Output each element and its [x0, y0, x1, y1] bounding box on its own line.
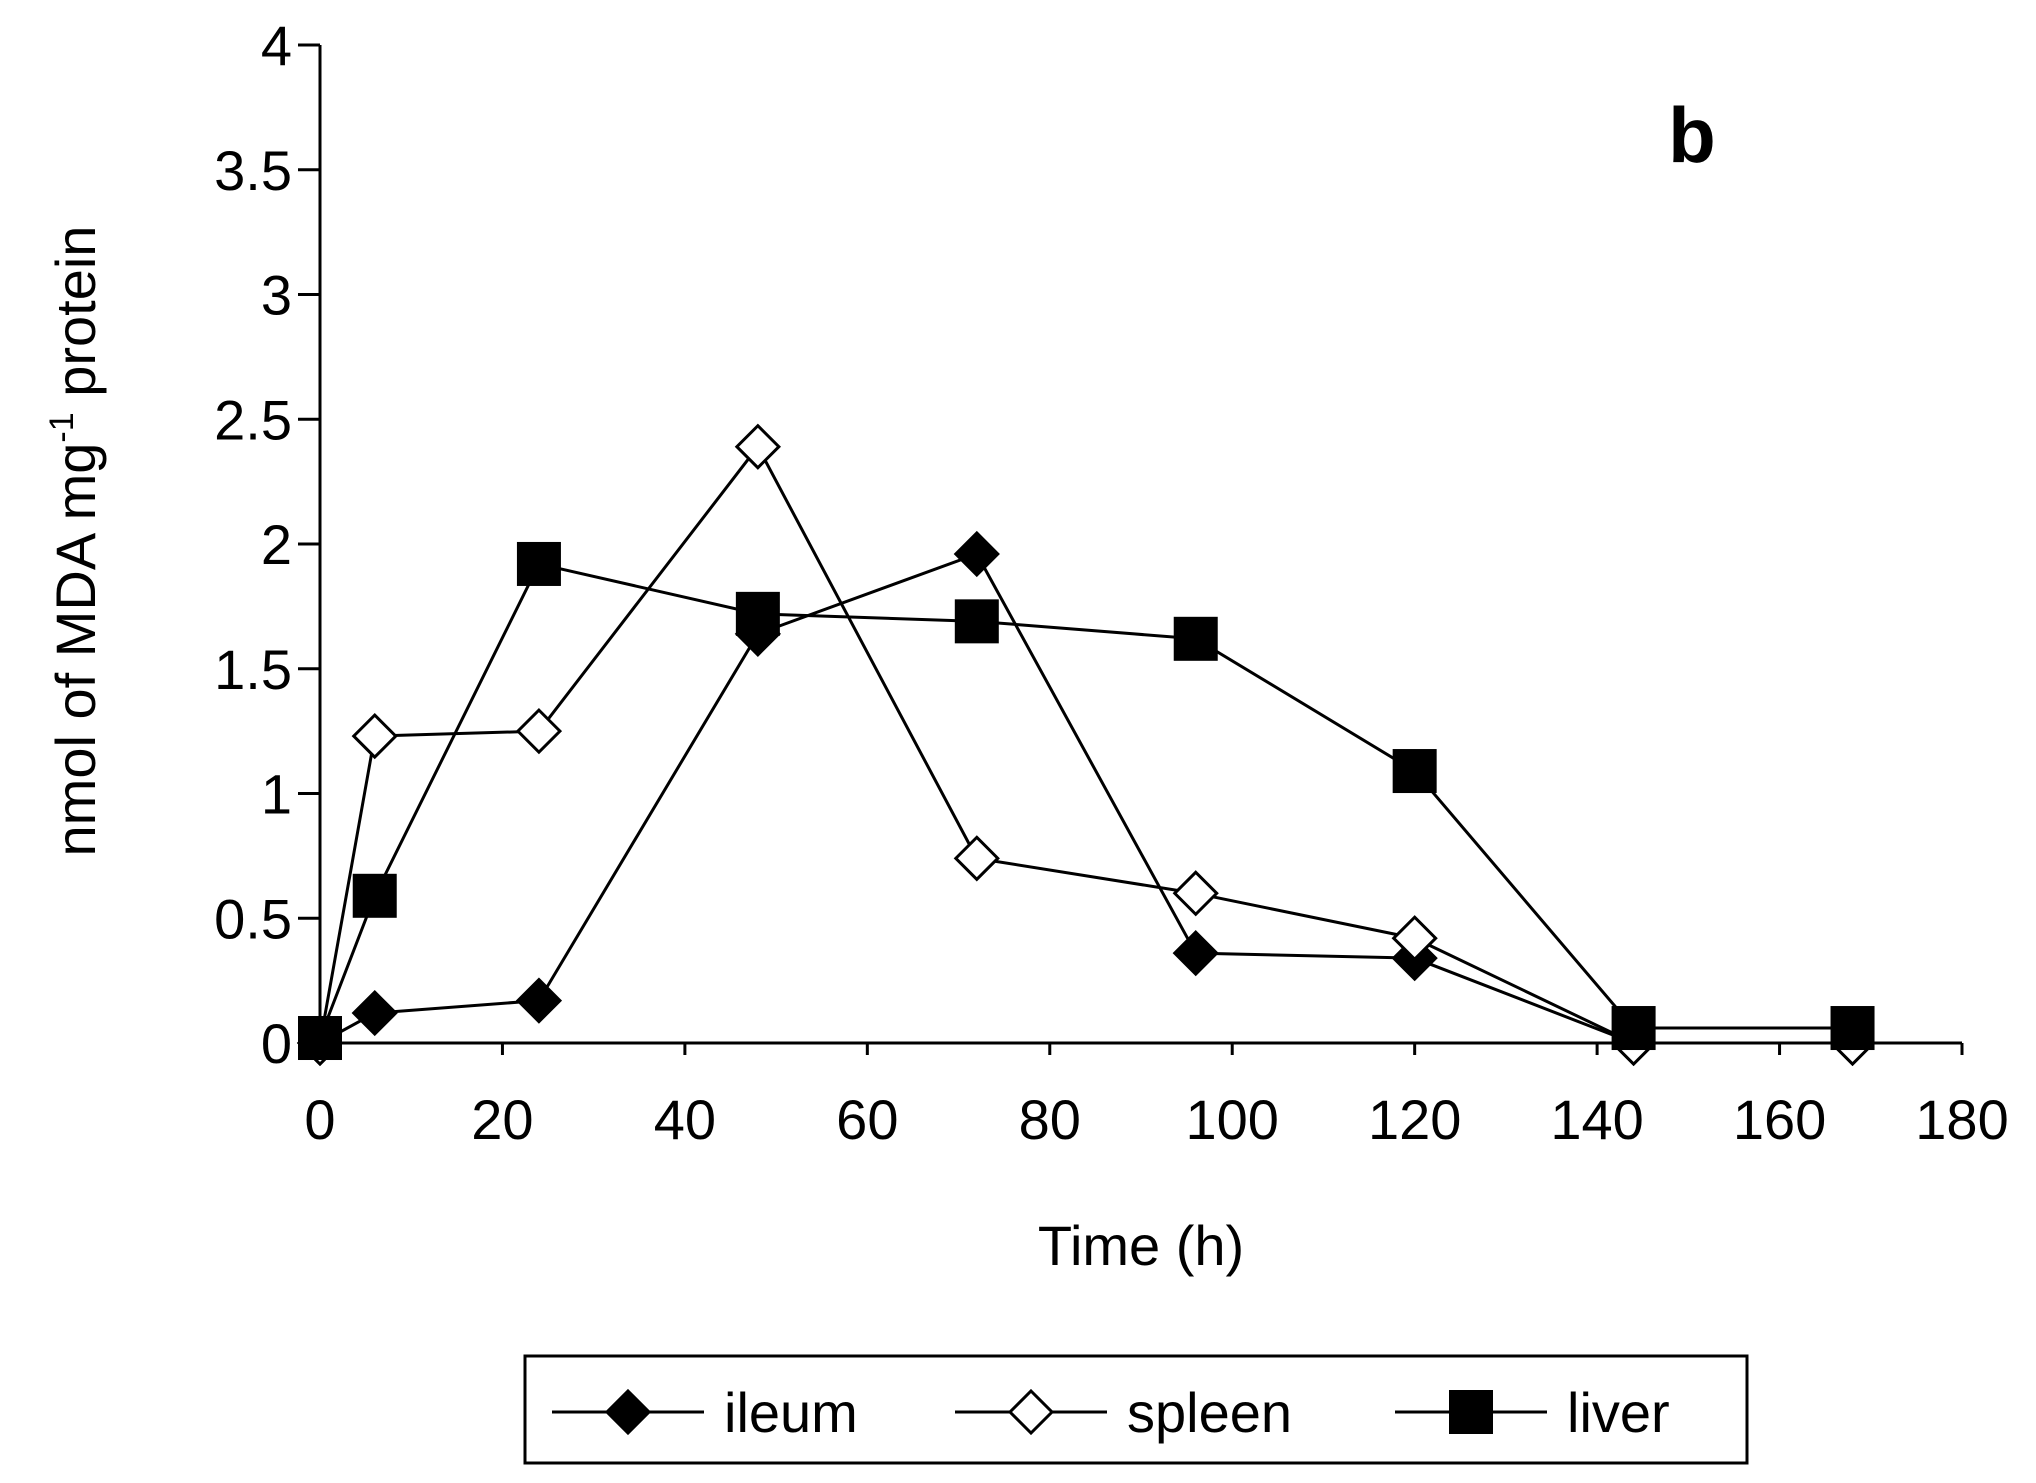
y-tick-label: 2 [261, 513, 292, 576]
x-tick-label: 80 [1019, 1088, 1081, 1151]
y-tick-label: 4 [261, 14, 292, 77]
legend-marker-ileum [604, 1388, 652, 1436]
data-point-ileum [953, 530, 1000, 578]
y-axis-title: nmol of MDA mg-1 protein [43, 226, 107, 857]
data-point-spleen [515, 708, 563, 755]
legend: ileum spleen liver [523, 1354, 1749, 1465]
legend-label-spleen: spleen [1127, 1381, 1292, 1444]
series-layer [296, 423, 1876, 1067]
data-point-spleen [351, 712, 398, 760]
series-line-spleen [318, 443, 1853, 1045]
data-point-liver [516, 541, 561, 586]
legend-marker-liver [1449, 1390, 1493, 1434]
series-ileum [296, 530, 1876, 1067]
x-tick-label: 40 [654, 1088, 716, 1151]
y-tick-label: 1 [261, 763, 292, 826]
x-tick-label: 120 [1368, 1088, 1461, 1151]
data-point-liver [954, 599, 999, 644]
x-tick-label: 20 [471, 1088, 533, 1151]
x-tick-label: 140 [1550, 1088, 1643, 1151]
series-line-ileum [319, 552, 1853, 1045]
legend-marker-spleen [1007, 1388, 1055, 1436]
legend-items: ileum spleen liver [552, 1381, 1670, 1444]
y-axis-title-superscript: -1 [43, 412, 81, 442]
axes [318, 45, 1962, 1045]
y-tick-label: 1.5 [214, 638, 292, 701]
data-point-ileum [1172, 930, 1219, 977]
data-point-liver [1392, 749, 1437, 794]
data-point-spleen [953, 835, 1000, 882]
data-point-liver [735, 591, 780, 636]
data-point-liver [352, 873, 397, 918]
legend-label-liver: liver [1567, 1381, 1670, 1444]
data-point-ileum [351, 989, 398, 1037]
data-point-ileum [515, 977, 563, 1024]
x-axis-title: Time (h) [1038, 1214, 1244, 1277]
x-axis-ticks: 0 20 40 60 80 100 120 140 160 180 [304, 1043, 2009, 1151]
y-axis-title-end: protein [44, 226, 107, 413]
legend-item-spleen: spleen [955, 1381, 1292, 1444]
y-tick-label: 0.5 [214, 887, 292, 950]
x-tick-label: 60 [836, 1088, 898, 1151]
y-tick-label: 3.5 [214, 139, 292, 202]
x-tick-label: 180 [1915, 1088, 2008, 1151]
legend-box [523, 1354, 1749, 1465]
data-point-liver [1611, 1006, 1656, 1051]
y-tick-label: 0 [261, 1012, 292, 1075]
y-tick-label: 2.5 [214, 388, 292, 451]
legend-label-ileum: ileum [724, 1381, 858, 1444]
series-liver [298, 541, 1875, 1061]
y-axis-ticks: 0 0.5 1 1.5 2 2.5 3 3.5 4 [214, 14, 320, 1075]
x-tick-label: 0 [304, 1088, 335, 1151]
data-point-liver [1830, 1006, 1875, 1051]
x-tick-label: 160 [1733, 1088, 1826, 1151]
series-line-liver [318, 562, 1853, 1039]
data-point-liver [1173, 616, 1218, 661]
panel-label: b [1668, 91, 1716, 179]
data-point-spleen [734, 423, 781, 470]
data-point-spleen [1172, 870, 1219, 917]
series-spleen [296, 423, 1876, 1067]
y-tick-label: 3 [261, 264, 292, 327]
data-point-spleen [1391, 915, 1438, 962]
x-tick-label: 100 [1186, 1088, 1279, 1151]
legend-item-ileum: ileum [552, 1381, 858, 1444]
data-point-liver [298, 1016, 342, 1061]
legend-item-liver: liver [1395, 1381, 1670, 1444]
y-axis-title-main: nmol of MDA mg [44, 443, 107, 857]
